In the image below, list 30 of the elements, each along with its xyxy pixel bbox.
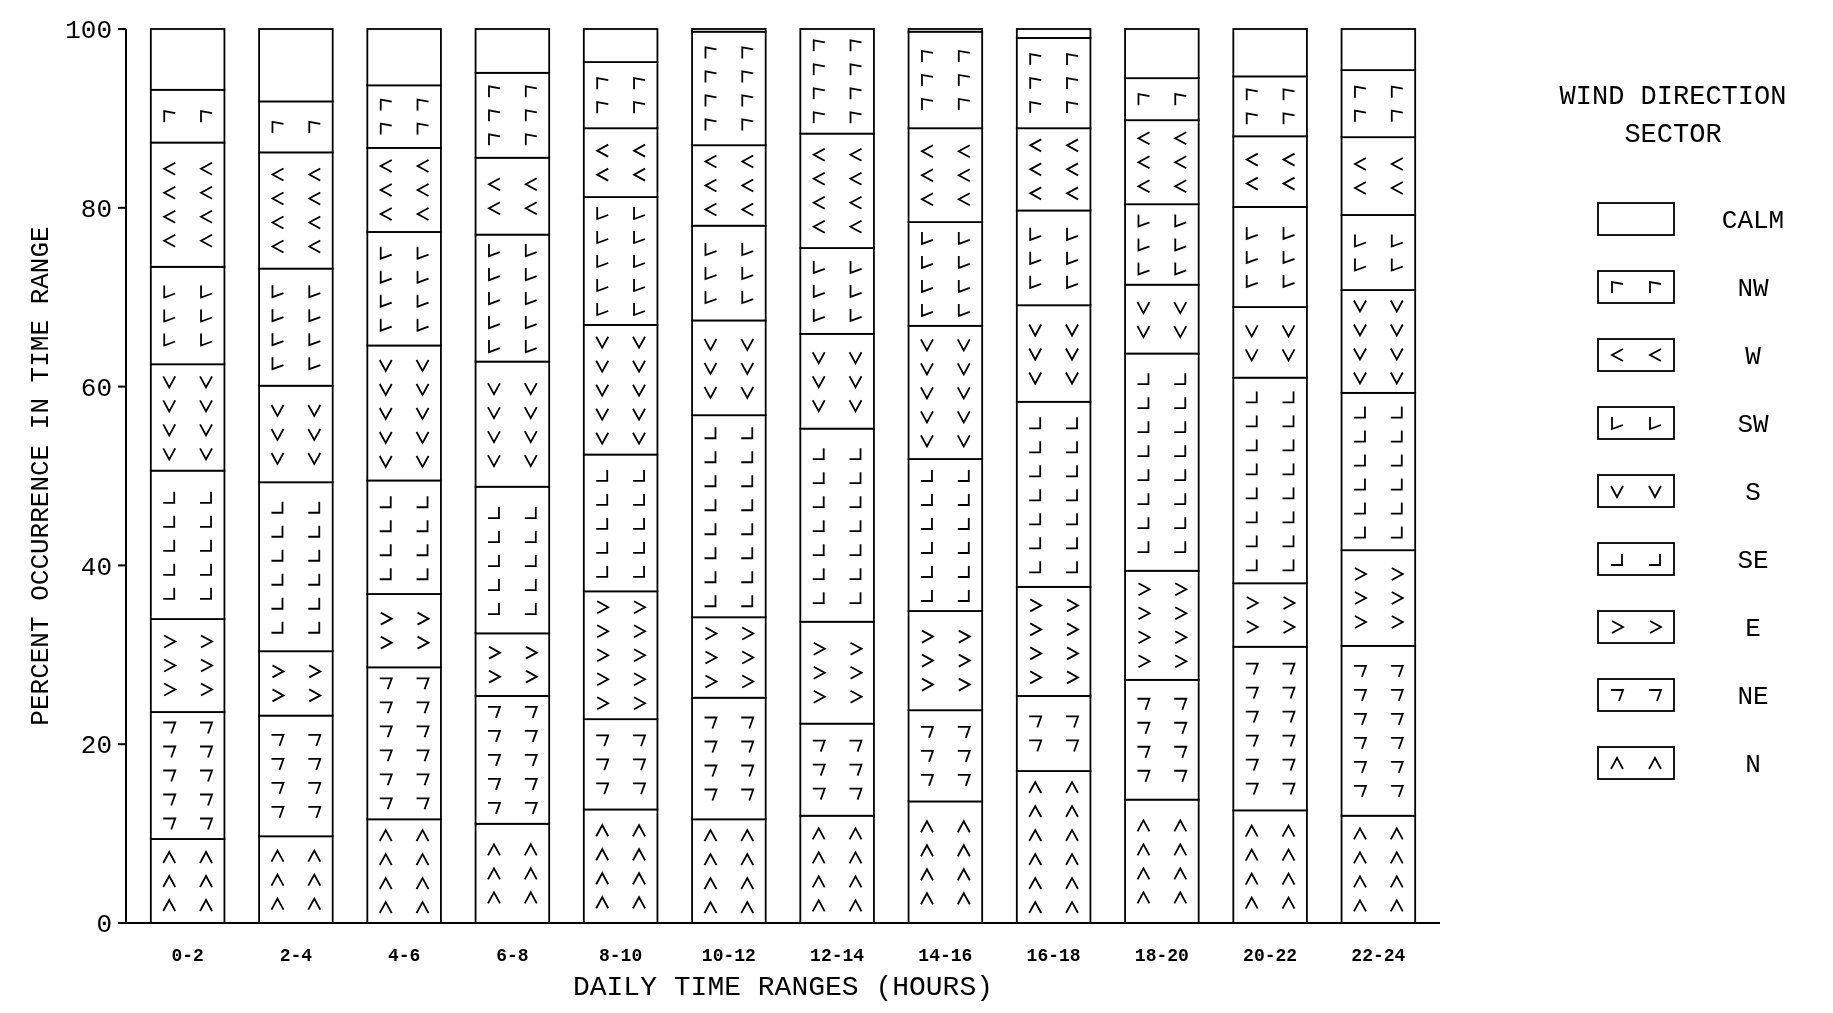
y-tick-label: 40 — [80, 552, 112, 583]
x-tick-label: 2-4 — [279, 946, 313, 966]
x-tick-label: 14-16 — [918, 946, 973, 966]
y-tick-label: 100 — [65, 16, 112, 47]
text: SW — [1737, 410, 1769, 441]
text: E — [1745, 614, 1761, 645]
x-tick-label: 18-20 — [1134, 946, 1189, 966]
text: NE — [1737, 682, 1769, 713]
x-axis-title: DAILY TIME RANGES (HOURS) — [572, 972, 994, 1003]
x-tick-label: 4-6 — [387, 946, 421, 966]
legend-label: CALM — [1721, 206, 1785, 237]
y-tick-label: 60 — [80, 373, 112, 404]
x-tick-label: 12-14 — [810, 946, 865, 966]
legend-title: WIND DIRECTION SECTOR — [1559, 82, 1787, 150]
y-tick-label: 0 — [96, 910, 112, 941]
x-tick-label: 6-8 — [496, 946, 529, 966]
y-axis-title: PERCENT OCCURRENCE IN TIME RANGE — [26, 226, 56, 726]
x-tick-label: 10-12 — [701, 946, 756, 966]
text: W — [1745, 342, 1762, 373]
text: N — [1745, 750, 1761, 781]
x-tick-label: 0-2 — [171, 946, 204, 966]
x-tick-label: 22-24 — [1351, 946, 1406, 966]
text: SE — [1737, 546, 1769, 577]
x-tick-label: 16-18 — [1026, 946, 1081, 966]
y-tick-label: 20 — [80, 731, 112, 762]
text: NW — [1737, 274, 1769, 305]
x-tick-label: 8-10 — [599, 946, 643, 966]
x-tick-label: 20-22 — [1243, 946, 1298, 966]
text: S — [1745, 478, 1761, 509]
y-tick-label: 80 — [80, 194, 112, 225]
